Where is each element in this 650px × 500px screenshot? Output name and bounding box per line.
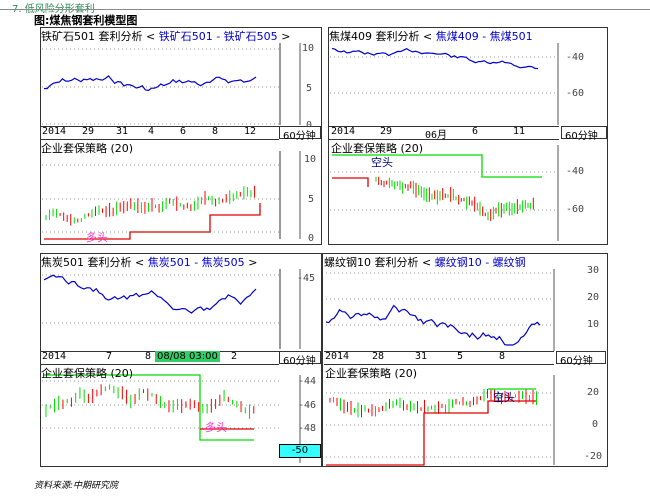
price-chart-coking-coal bbox=[330, 43, 559, 241]
series-line bbox=[325, 304, 541, 346]
series-line bbox=[331, 47, 539, 70]
long-position-line bbox=[326, 400, 536, 466]
current-value-box: -50 bbox=[279, 444, 321, 458]
x-axis-bar bbox=[324, 351, 554, 365]
y-tick: 5 bbox=[308, 194, 315, 205]
y-tick: -60 bbox=[566, 204, 585, 215]
y-tick: -45 bbox=[297, 273, 316, 284]
y-tick: 20 bbox=[587, 292, 600, 303]
series-line bbox=[43, 274, 257, 314]
x-tick: 06月 bbox=[425, 130, 448, 141]
y-tick: 0 bbox=[306, 120, 312, 131]
figure-title: 图:煤焦钢套利模型图 bbox=[34, 14, 138, 27]
series-line bbox=[43, 75, 257, 92]
x-tick: 12 bbox=[244, 126, 257, 137]
panel-title-prefix: 焦煤409 套利分析 < bbox=[329, 30, 433, 43]
y-tick: -48 bbox=[298, 423, 317, 434]
x-tick: 8 bbox=[212, 126, 219, 137]
y-tick: 30 bbox=[587, 265, 600, 276]
strategy-title: 企业套保策略 (20) bbox=[41, 367, 134, 380]
timeframe-button[interactable]: 60分钟 bbox=[279, 351, 321, 367]
y-tick: -44 bbox=[298, 376, 317, 387]
x-tick: 29 bbox=[380, 126, 393, 137]
y-tick: -60 bbox=[566, 88, 585, 99]
x-tick: 2014 bbox=[42, 351, 67, 362]
divider bbox=[0, 9, 650, 10]
price-chart-rebar bbox=[325, 269, 555, 466]
source-note: 资料来源:中期研究院 bbox=[34, 481, 119, 491]
panel-title-prefix: 螺纹钢10 套利分析 < bbox=[324, 256, 432, 269]
strategy-title: 企业套保策略 (20) bbox=[325, 367, 418, 380]
y-tick: 0 bbox=[592, 419, 599, 430]
strategy-title: 企业套保策略 (20) bbox=[41, 142, 134, 155]
signal-label-long: 多头 bbox=[205, 421, 227, 434]
panel-title-iron-ore: 铁矿石501 套利分析 < 铁矿石501 - 铁矿石505 > bbox=[41, 28, 290, 44]
x-tick: 2014 bbox=[325, 351, 350, 362]
short-position-line bbox=[44, 374, 254, 441]
panel-title-prefix: 铁矿石501 套利分析 < bbox=[41, 30, 156, 43]
y-tick: -40 bbox=[566, 52, 585, 63]
y-tick: -46 bbox=[298, 400, 317, 411]
x-axis-bar bbox=[329, 126, 559, 140]
panel-title-series: 焦煤409 - 焦煤501 bbox=[435, 30, 533, 43]
timeframe-button[interactable]: 60分钟 bbox=[279, 126, 321, 142]
x-tick: 5 bbox=[457, 351, 464, 362]
y-tick: 20 bbox=[587, 387, 600, 398]
x-tick: 8 bbox=[499, 351, 506, 362]
x-tick: 31 bbox=[116, 126, 129, 137]
y-tick: -20 bbox=[584, 451, 603, 462]
x-tick: 8 bbox=[145, 351, 152, 362]
y-tick: 5 bbox=[306, 83, 313, 94]
y-tick: 0 bbox=[308, 233, 315, 244]
strategy-title: 企业套保策略 (20) bbox=[331, 142, 424, 155]
panel-title-suffix: > bbox=[248, 256, 258, 269]
long-position-line bbox=[332, 177, 369, 187]
panel-title-series: 螺纹钢10 - 螺纹钢 bbox=[434, 256, 526, 269]
timeframe-button[interactable]: 60分钟 bbox=[556, 351, 606, 367]
panel-title-suffix: > bbox=[281, 30, 291, 43]
x-tick: 2014 bbox=[331, 126, 356, 137]
signal-label-long: 多头 bbox=[86, 231, 108, 244]
x-axis-bar bbox=[41, 126, 279, 140]
panel-title-prefix: 焦炭501 套利分析 < bbox=[41, 256, 145, 269]
x-tick: 29 bbox=[82, 126, 95, 137]
x-tick: 6 bbox=[180, 126, 187, 137]
x-tick: 2 bbox=[231, 351, 238, 362]
y-tick: 10 bbox=[302, 43, 315, 54]
x-tick: 6 bbox=[472, 126, 479, 137]
time-cursor-label: 08/08 03:00 bbox=[155, 351, 220, 362]
y-tick: 10 bbox=[587, 319, 600, 330]
price-chart-iron-ore bbox=[42, 43, 301, 240]
price-chart-coke bbox=[42, 269, 301, 463]
x-tick: 28 bbox=[372, 351, 385, 362]
x-tick: 4 bbox=[148, 126, 155, 137]
x-tick: 7 bbox=[106, 351, 113, 362]
panel-title-coking-coal: 焦煤409 套利分析 < 焦煤409 - 焦煤501 bbox=[329, 28, 533, 44]
chart-panel-iron-ore bbox=[40, 27, 322, 245]
panel-title-rebar: 螺纹钢10 套利分析 < 螺纹钢10 - 螺纹钢 bbox=[324, 254, 526, 270]
y-tick: 10 bbox=[304, 154, 317, 165]
panel-title-series: 焦炭501 - 焦炭505 bbox=[147, 256, 245, 269]
x-tick: 31 bbox=[415, 351, 428, 362]
timeframe-button[interactable]: 60分钟 bbox=[561, 126, 607, 142]
signal-label-short: 空头 bbox=[493, 391, 515, 404]
panel-title-coke: 焦炭501 套利分析 < 焦炭501 - 焦炭505 > bbox=[41, 254, 257, 270]
x-tick: 11 bbox=[513, 126, 526, 137]
panel-title-series: 铁矿石501 - 铁矿石505 bbox=[158, 30, 278, 43]
y-tick: -40 bbox=[566, 166, 585, 177]
x-tick: 2014 bbox=[42, 126, 67, 137]
short-position-line bbox=[332, 154, 542, 178]
signal-label-short: 空头 bbox=[371, 156, 393, 169]
long-position-line bbox=[44, 203, 261, 240]
